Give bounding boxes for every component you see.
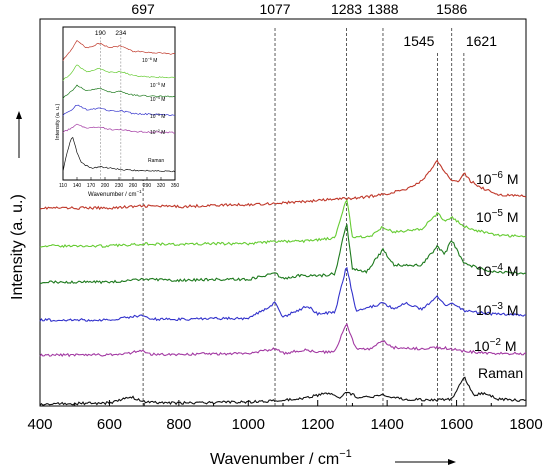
inset-x-axis-ticks: 110 140 170 200 230 260 290 320 350 — [59, 177, 179, 189]
peak-marker-label: 697 — [131, 1, 155, 17]
peak-marker-label: 1586 — [436, 1, 467, 17]
inset-series-line — [62, 84, 176, 99]
series-label: 10−3 M — [476, 301, 519, 318]
x-tick-label: 600 — [97, 416, 122, 433]
inset-series-line — [62, 104, 175, 116]
inset-x-axis-label: Wavenumber / cm−1 — [88, 189, 142, 198]
series-line — [39, 266, 526, 322]
series-line — [39, 376, 527, 406]
inset-series-label: 10−4 M — [150, 96, 165, 103]
x-tick-label: 1400 — [370, 416, 403, 433]
inset-series-line — [62, 64, 176, 81]
inset-frame — [62, 26, 176, 181]
inset-x-tick-label: 350 — [171, 183, 180, 189]
y-axis-label: Intensity (a. u.) — [9, 194, 26, 300]
peak-marker-label: 1388 — [367, 1, 398, 17]
inset-x-tick-label: 290 — [143, 183, 152, 189]
x-tick-label: 400 — [27, 416, 52, 433]
series-line — [40, 224, 527, 285]
series-label: 10−4 M — [476, 262, 519, 279]
inset-series-labels: 10−6 M 10−5 M 10−4 M 10−3 M 10−2 M Raman — [142, 57, 165, 164]
inset-x-tick-label: 200 — [101, 183, 110, 189]
series-line — [39, 199, 527, 248]
inset-x-tick-label: 320 — [157, 183, 166, 189]
inset-series-label: 10−5 M — [150, 82, 165, 89]
series-labels: 10−6 M 10−5 M 10−4 M 10−3 M 10−2 M Raman — [474, 170, 523, 381]
x-tick-label: 1800 — [509, 416, 542, 433]
inset-x-tick-label: 230 — [115, 183, 124, 189]
x-tick-label: 1600 — [440, 416, 473, 433]
inset-x-tick-label: 170 — [87, 183, 96, 189]
inset-series-label: 10−3 M — [150, 113, 165, 120]
y-axis-arrow-head — [16, 111, 22, 119]
inset-series-label: Raman — [148, 158, 164, 164]
series-lines — [39, 159, 527, 406]
inset-x-tick-label: 110 — [59, 183, 67, 189]
series-line — [39, 322, 527, 358]
inset-peak-marker-lines — [100, 37, 122, 180]
inset-series-line — [62, 123, 176, 134]
inset-series-label: 10−2 M — [150, 129, 165, 136]
inset-series-label: 10−6 M — [142, 57, 157, 64]
inset-chart: 190 234 10−6 M 10−5 M 10−4 M 10−3 M 10−2 M Ram… — [55, 26, 179, 198]
peak-marker-label: 1545 — [403, 33, 434, 49]
x-tick-label: 1000 — [232, 416, 265, 433]
series-label: 10−5 M — [476, 208, 519, 225]
inset-x-tick-label: 140 — [73, 183, 82, 189]
inset-y-axis-label: Intensity (a. u.) — [55, 103, 61, 140]
series-label: 10−6 M — [476, 170, 519, 187]
peak-marker-label: 1077 — [259, 1, 290, 17]
inset-series-line — [62, 136, 176, 173]
inset-series-line — [62, 39, 176, 61]
inset-peak-marker-label: 234 — [115, 30, 126, 37]
x-axis-label: Wavenumber / cm−1 — [210, 448, 352, 468]
inset-peak-marker-label: 190 — [95, 30, 106, 37]
inset-x-tick-label: 260 — [129, 183, 138, 189]
series-line — [39, 159, 527, 211]
peak-marker-lines — [142, 28, 465, 406]
x-axis-ticks: 400 600 800 1000 1200 1400 1600 1800 — [27, 400, 543, 433]
peak-marker-label: 1621 — [466, 33, 497, 49]
series-label: 10−2 M — [474, 337, 517, 354]
series-label: Raman — [478, 365, 523, 381]
x-axis-arrow-head — [448, 459, 456, 465]
x-tick-label: 800 — [166, 416, 191, 433]
x-tick-label: 1200 — [301, 416, 334, 433]
peak-marker-label: 1283 — [331, 1, 362, 17]
inset-peak-marker-labels: 190 234 — [95, 30, 127, 37]
inset-series-lines — [62, 39, 176, 173]
